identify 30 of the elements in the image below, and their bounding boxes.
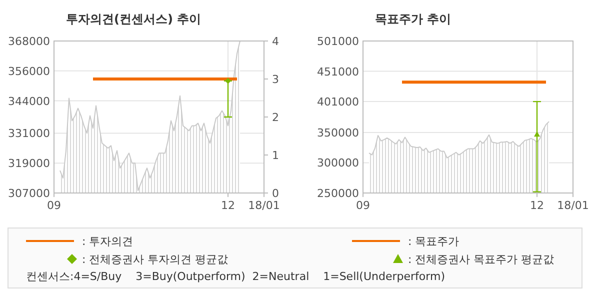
y-tick-label: 250000 (317, 187, 359, 200)
y-tick-label: 344000 (8, 94, 50, 108)
y2-tick-label: 1 (272, 149, 279, 162)
x-tick-label: 09 (47, 199, 61, 212)
legend-label: : 전체증권사 투자의견 평균값 (82, 253, 228, 266)
y-tick-label: 356000 (8, 64, 50, 78)
legend-label: : 전체증권사 목표주가 평균값 (408, 253, 554, 266)
y-tick-label: 501000 (317, 35, 359, 48)
y2-tick-label: 0 (272, 187, 279, 200)
x-tick-label: 18/01 (557, 199, 589, 212)
legend-label: : 투자의견 (82, 235, 134, 248)
y2-tick-label: 4 (272, 35, 279, 48)
y-tick-label: 451000 (317, 65, 359, 78)
x-tick-label: 12 (530, 199, 544, 212)
y-tick-label: 331000 (8, 127, 50, 140)
chart-title: 투자의견(컨센서스) 추이 (66, 12, 202, 26)
y-tick-label: 368000 (8, 35, 50, 48)
y-tick-label: 307000 (8, 187, 50, 200)
x-tick-label: 09 (356, 199, 370, 212)
y2-tick-label: 3 (272, 73, 279, 86)
text: 컨센서스:4=S/Buy 3=Buy(Outperform) 2=Neutral 1=Sell(Underperform) (26, 270, 445, 283)
y2-tick-label: 2 (272, 111, 279, 124)
x-tick-label: 18/01 (248, 199, 280, 212)
y-tick-label: 300000 (317, 156, 359, 170)
legend-label: : 목표주가 (408, 235, 460, 248)
chart-title: 목표주가 추이 (375, 12, 452, 26)
y-tick-label: 350000 (317, 126, 359, 140)
y-tick-label: 319000 (8, 157, 50, 170)
x-tick-label: 12 (221, 199, 235, 212)
y-tick-label: 401000 (317, 96, 359, 109)
